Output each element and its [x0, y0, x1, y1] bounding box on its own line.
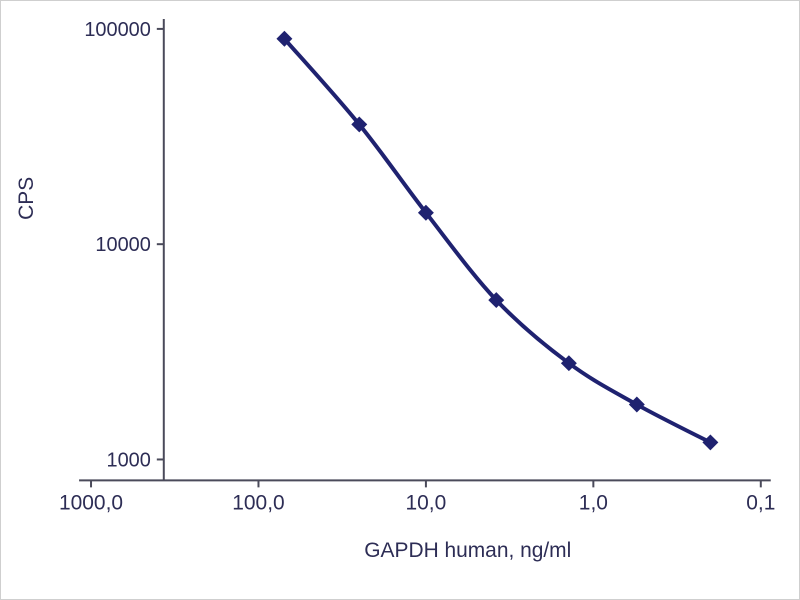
x-tick-label: 0,1: [746, 491, 775, 514]
y-tick-label: 1000: [107, 449, 151, 471]
x-axis-title: GAPDH human, ng/ml: [364, 539, 571, 562]
x-tick-label: 1000,0: [59, 491, 123, 514]
data-point-marker: [276, 30, 293, 47]
series-line: [282, 36, 713, 445]
y-axis-title: CPS: [15, 177, 38, 220]
x-tick-label: 10,0: [406, 491, 447, 514]
data-point-marker: [628, 396, 645, 413]
y-tick-label: 100000: [84, 19, 150, 41]
y-tick-label: 10000: [95, 234, 150, 256]
data-point-marker: [488, 292, 505, 309]
x-tick-label: 100,0: [232, 491, 284, 514]
x-tick-label: 1,0: [579, 491, 608, 514]
data-point-marker: [702, 434, 719, 451]
data-point-marker: [560, 355, 577, 372]
data-point-marker: [417, 204, 434, 221]
